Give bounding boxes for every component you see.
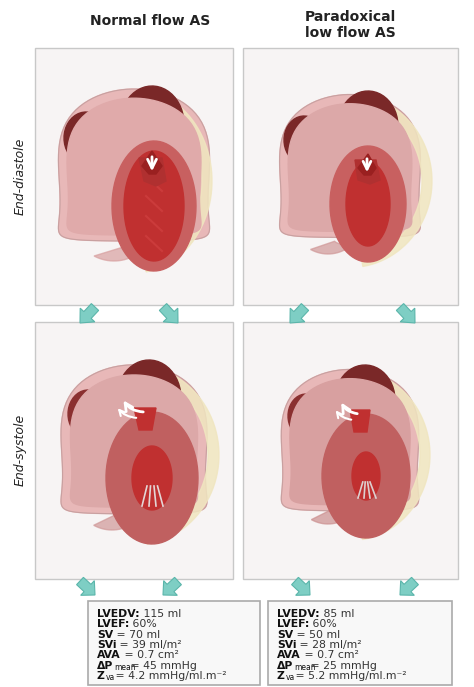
FancyArrow shape bbox=[290, 304, 309, 323]
Polygon shape bbox=[280, 95, 420, 238]
Text: va: va bbox=[105, 673, 115, 682]
Text: LVEF:: LVEF: bbox=[277, 620, 310, 629]
Polygon shape bbox=[120, 86, 184, 162]
Text: mean: mean bbox=[294, 662, 316, 672]
Text: LVEDV:: LVEDV: bbox=[277, 609, 319, 619]
Polygon shape bbox=[134, 408, 156, 430]
Polygon shape bbox=[361, 95, 432, 267]
Polygon shape bbox=[322, 414, 410, 538]
Polygon shape bbox=[71, 375, 198, 507]
Polygon shape bbox=[124, 151, 184, 261]
Text: SV: SV bbox=[277, 630, 293, 640]
Polygon shape bbox=[68, 390, 108, 438]
Text: 60%: 60% bbox=[310, 620, 337, 629]
Text: ΔP: ΔP bbox=[277, 661, 293, 671]
Polygon shape bbox=[106, 412, 198, 544]
FancyBboxPatch shape bbox=[35, 48, 233, 305]
Text: mean: mean bbox=[114, 662, 136, 672]
Polygon shape bbox=[335, 365, 395, 435]
FancyBboxPatch shape bbox=[268, 601, 452, 685]
Polygon shape bbox=[330, 146, 406, 262]
Text: = 45 mmHg: = 45 mmHg bbox=[127, 661, 197, 671]
Polygon shape bbox=[288, 104, 412, 232]
FancyBboxPatch shape bbox=[243, 322, 458, 579]
Polygon shape bbox=[338, 91, 398, 161]
Polygon shape bbox=[67, 98, 201, 235]
Polygon shape bbox=[311, 462, 368, 524]
FancyArrow shape bbox=[163, 577, 182, 596]
Polygon shape bbox=[352, 452, 380, 500]
Text: = 28 ml/m²: = 28 ml/m² bbox=[297, 640, 362, 650]
Polygon shape bbox=[288, 394, 324, 438]
Text: LVEF:: LVEF: bbox=[97, 620, 129, 629]
Text: = 50 ml: = 50 ml bbox=[293, 630, 340, 640]
FancyBboxPatch shape bbox=[35, 322, 233, 579]
Polygon shape bbox=[142, 151, 162, 174]
Polygon shape bbox=[358, 154, 376, 175]
Text: AVA: AVA bbox=[277, 651, 301, 660]
Text: End-diastole: End-diastole bbox=[13, 137, 27, 214]
FancyBboxPatch shape bbox=[88, 601, 260, 685]
Text: 115 ml: 115 ml bbox=[140, 609, 181, 619]
Text: SVi: SVi bbox=[277, 640, 297, 650]
Text: Z: Z bbox=[97, 671, 105, 681]
Polygon shape bbox=[64, 112, 108, 164]
Text: SVi: SVi bbox=[97, 640, 117, 650]
Text: va: va bbox=[285, 673, 295, 682]
Polygon shape bbox=[284, 116, 324, 164]
Text: Z: Z bbox=[277, 671, 285, 681]
Text: AVA: AVA bbox=[97, 651, 120, 660]
FancyArrow shape bbox=[396, 304, 415, 323]
Polygon shape bbox=[112, 141, 196, 271]
Text: = 0.7 cm²: = 0.7 cm² bbox=[301, 651, 358, 660]
Text: Normal flow AS: Normal flow AS bbox=[90, 14, 210, 28]
Polygon shape bbox=[145, 90, 212, 272]
Polygon shape bbox=[146, 366, 219, 544]
Text: 85 ml: 85 ml bbox=[319, 609, 354, 619]
FancyBboxPatch shape bbox=[243, 48, 458, 305]
Polygon shape bbox=[94, 462, 156, 530]
FancyArrow shape bbox=[80, 304, 99, 323]
Polygon shape bbox=[139, 158, 166, 186]
Text: LVEDV:: LVEDV: bbox=[97, 609, 140, 619]
Polygon shape bbox=[350, 410, 370, 432]
Polygon shape bbox=[361, 370, 430, 539]
Polygon shape bbox=[346, 162, 390, 246]
Polygon shape bbox=[132, 446, 172, 510]
Text: = 5.2 mmHg/ml.m⁻²: = 5.2 mmHg/ml.m⁻² bbox=[292, 671, 406, 681]
Text: = 39 ml/m²: = 39 ml/m² bbox=[117, 640, 182, 650]
Polygon shape bbox=[94, 190, 162, 261]
Text: SV: SV bbox=[97, 630, 113, 640]
FancyArrow shape bbox=[159, 304, 178, 323]
Text: = 4.2 mmHg/ml.m⁻²: = 4.2 mmHg/ml.m⁻² bbox=[112, 671, 227, 681]
Polygon shape bbox=[281, 370, 419, 511]
Text: Paradoxical
low flow AS: Paradoxical low flow AS bbox=[304, 10, 396, 41]
FancyArrow shape bbox=[400, 577, 419, 596]
Text: = 70 ml: = 70 ml bbox=[113, 630, 160, 640]
Text: = 25 mmHg: = 25 mmHg bbox=[307, 661, 376, 671]
Text: ΔP: ΔP bbox=[97, 661, 113, 671]
Text: 60%: 60% bbox=[129, 620, 157, 629]
Polygon shape bbox=[58, 89, 210, 241]
FancyArrow shape bbox=[77, 577, 95, 596]
Polygon shape bbox=[355, 160, 380, 184]
Polygon shape bbox=[117, 360, 181, 436]
Polygon shape bbox=[290, 379, 410, 505]
Text: End-systole: End-systole bbox=[13, 414, 27, 486]
FancyArrow shape bbox=[292, 577, 310, 596]
Polygon shape bbox=[310, 189, 370, 254]
Text: = 0.7 cm²: = 0.7 cm² bbox=[120, 651, 179, 660]
Polygon shape bbox=[61, 365, 207, 514]
